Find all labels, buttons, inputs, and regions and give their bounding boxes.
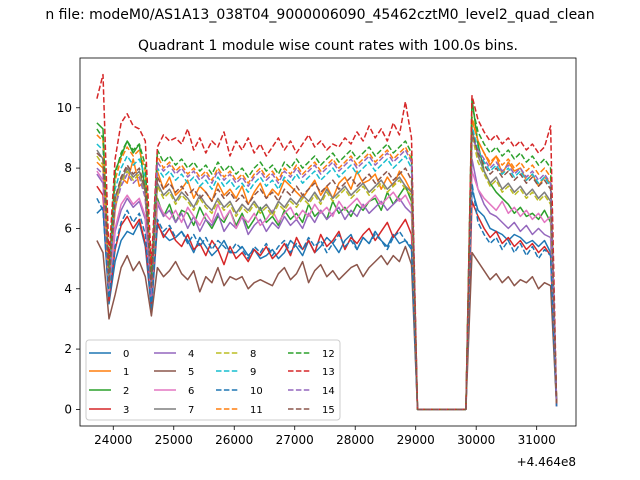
legend-label-14: 14 [322, 386, 335, 397]
legend-box [85, 339, 341, 421]
series-line-13 [96, 73, 558, 411]
legend-label-13: 13 [322, 367, 335, 378]
series-line-3 [96, 185, 558, 411]
figure-suptitle: n file: modeM0/AS1A13_038T04_9000006090_… [45, 7, 594, 23]
legend-label-4: 4 [188, 349, 194, 360]
series-line-8 [96, 134, 558, 411]
series-line-5 [96, 240, 558, 411]
legend-label-7: 7 [188, 405, 194, 416]
x-tick-label: 29000 [397, 433, 435, 447]
x-tick-label: 28000 [336, 433, 374, 447]
legend-label-9: 9 [250, 367, 256, 378]
legend-label-0: 0 [123, 349, 129, 360]
chart-title: Quadrant 1 module wise count rates with … [138, 38, 518, 54]
legend-label-8: 8 [250, 349, 256, 360]
legend-label-2: 2 [123, 386, 129, 397]
x-tick-label: 25000 [155, 433, 193, 447]
axes-frame [79, 57, 577, 427]
series-line-14 [96, 137, 558, 411]
series-line-7 [96, 128, 558, 411]
legend-label-11: 11 [250, 405, 263, 416]
series-layer [96, 73, 558, 411]
y-tick-label: 4 [64, 282, 72, 296]
x-tick-label: 24000 [94, 433, 132, 447]
y-tick-label: 2 [64, 342, 72, 356]
series-line-10 [96, 182, 558, 411]
x-tick-label: 26000 [215, 433, 253, 447]
legend-label-3: 3 [123, 405, 129, 416]
y-tick-label: 8 [64, 161, 72, 175]
y-axis: 0 2 4 6 8 10 [57, 101, 80, 416]
series-line-0 [96, 188, 558, 411]
legend-label-12: 12 [322, 349, 335, 360]
series-line-4 [96, 158, 558, 411]
y-tick-label: 6 [64, 221, 72, 235]
x-axis: 24000 25000 26000 27000 28000 29000 30000 31000 [94, 426, 556, 447]
legend-label-5: 5 [188, 367, 194, 378]
x-tick-label: 31000 [518, 433, 556, 447]
x-axis-offset-label: +4.464e8 [517, 455, 576, 469]
legend-label-15: 15 [322, 405, 335, 416]
plot-area [79, 57, 577, 427]
x-tick-label: 27000 [276, 433, 314, 447]
y-tick-label: 0 [64, 402, 72, 416]
series-line-9 [96, 125, 558, 411]
series-line-6 [96, 170, 558, 411]
legend-label-6: 6 [188, 386, 194, 397]
legend-label-1: 1 [123, 367, 129, 378]
series-line-15 [96, 131, 558, 411]
x-tick-label: 30000 [457, 433, 495, 447]
legend-label-10: 10 [250, 386, 263, 397]
y-tick-label: 10 [57, 101, 72, 115]
series-line-12 [96, 104, 558, 411]
series-line-11 [96, 116, 558, 411]
